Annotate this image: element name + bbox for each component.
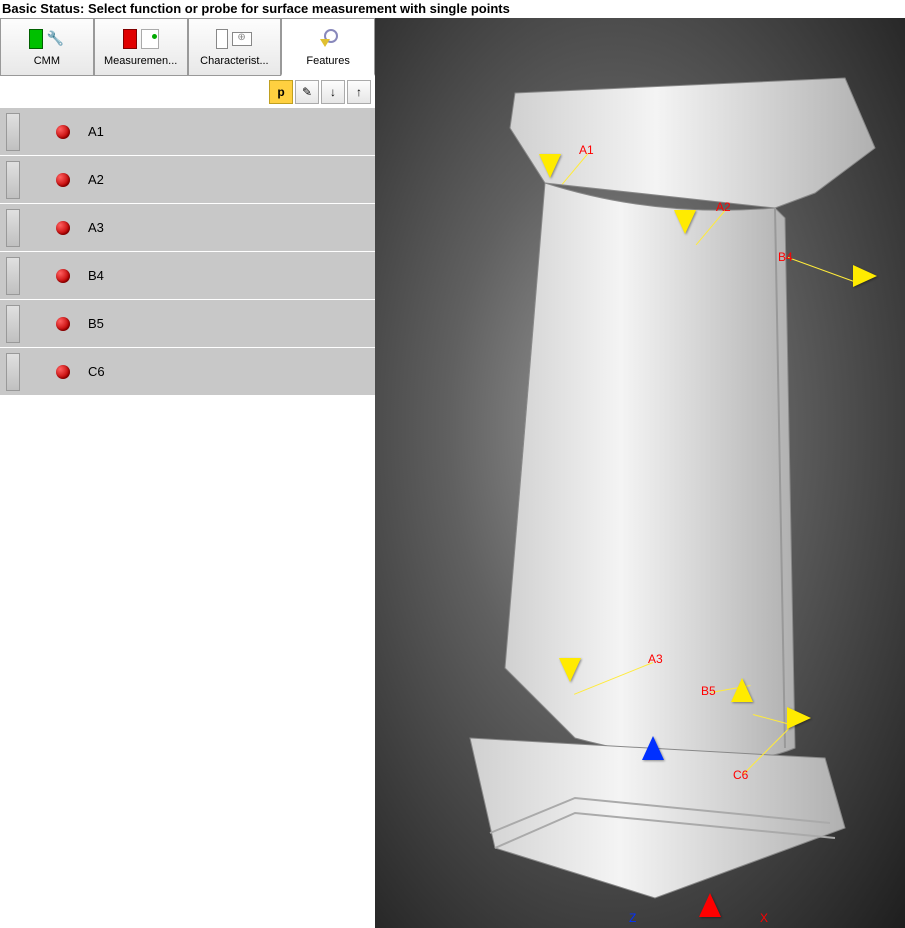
main-area: CMM Measuremen... Characterist... [0,18,905,928]
tab-row: CMM Measuremen... Characterist... [0,18,375,76]
status-dot-icon [56,125,70,139]
feature-label: A3 [88,220,104,235]
row-handle[interactable] [6,209,20,247]
feature-label: C6 [88,364,105,379]
move-down-button[interactable]: ↓ [321,80,345,104]
tab-cmm[interactable]: CMM [0,18,94,75]
tab-features[interactable]: Features [281,18,375,76]
feature-row[interactable]: C6 [0,348,375,396]
tab-label: Measuremen... [104,55,177,67]
feature-row[interactable]: A2 [0,156,375,204]
probe-cone-icon [559,658,581,682]
row-handle[interactable] [6,161,20,199]
tab-characteristics[interactable]: Characterist... [188,18,282,75]
row-handle[interactable] [6,257,20,295]
status-dot-icon [56,173,70,187]
probe-cone-icon [674,210,696,234]
probe-cone-icon [853,265,877,287]
features-icon [318,29,338,49]
probe-cone-icon [539,154,561,178]
feature-row[interactable]: B4 [0,252,375,300]
feature-list: A1 A2 A3 B4 B5 C6 [0,108,375,396]
probe-cone-icon [787,707,811,729]
row-handle[interactable] [6,353,20,391]
axis-label: Z [629,911,636,925]
feature-label: A1 [88,124,104,139]
rect-icon [216,29,228,49]
feature-row[interactable]: A1 [0,108,375,156]
row-handle[interactable] [6,305,20,343]
feature-row[interactable]: B5 [0,300,375,348]
probe-cone-icon [731,678,753,702]
status-dot-icon [56,269,70,283]
feature-label: B5 [88,316,104,331]
gd-icon [232,32,252,46]
wrench-icon [47,30,65,48]
status-bar: Basic Status: Select function or probe f… [0,0,905,18]
tab-label: Features [306,55,349,67]
status-dot-icon [56,365,70,379]
feature-row[interactable]: A3 [0,204,375,252]
measure-red-icon [123,29,137,49]
blade-model [375,18,905,928]
edit-button[interactable]: ✎ [295,80,319,104]
document-icon [141,29,159,49]
tab-label: Characterist... [200,55,268,67]
status-text: Basic Status: Select function or probe f… [2,1,510,16]
feature-label: A2 [88,172,104,187]
cmm-green-icon [29,29,43,49]
tab-label: CMM [34,55,60,67]
p-button[interactable]: p [269,80,293,104]
move-up-button[interactable]: ↑ [347,80,371,104]
feature-label: B4 [88,268,104,283]
feature-toolbar: p ✎ ↓ ↑ [0,76,375,108]
status-dot-icon [56,221,70,235]
probe-cone-icon [699,893,721,917]
probe-cone-icon [642,736,664,760]
axis-label: X [760,911,768,925]
row-handle[interactable] [6,113,20,151]
tab-measurement[interactable]: Measuremen... [94,18,188,75]
viewport-3d[interactable]: A1A2B4A3B5C6XZ [375,18,905,928]
left-panel: CMM Measuremen... Characterist... [0,18,375,928]
status-dot-icon [56,317,70,331]
